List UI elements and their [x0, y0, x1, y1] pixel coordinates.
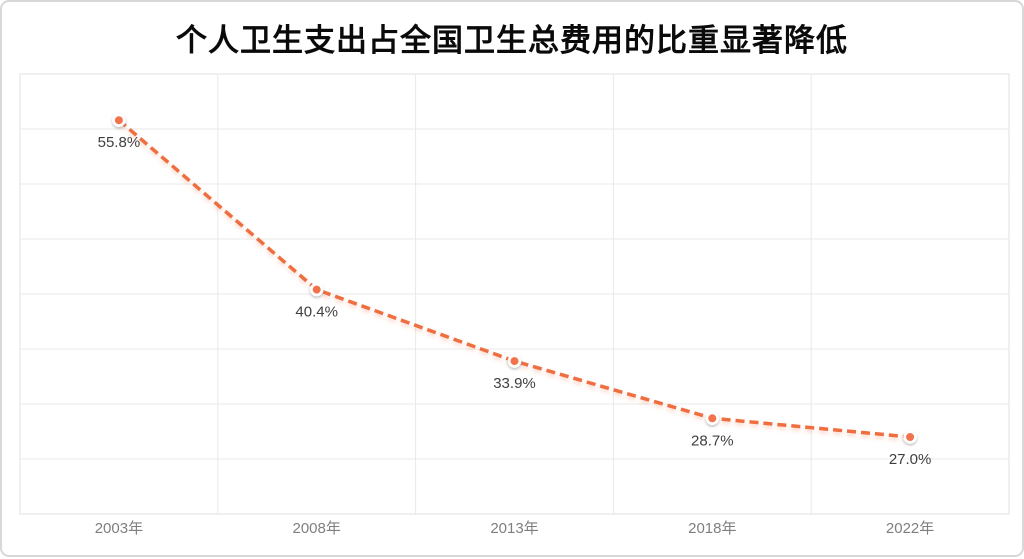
x-axis-label: 2022年	[886, 520, 934, 537]
data-label: 28.7%	[691, 432, 734, 449]
data-label: 27.0%	[889, 451, 932, 468]
data-point-marker	[705, 411, 720, 426]
data-point-marker	[309, 282, 324, 297]
data-point-marker	[112, 113, 126, 127]
data-label: 40.4%	[295, 304, 338, 321]
data-point-marker	[507, 354, 522, 368]
x-axis-label: 2018年	[688, 520, 736, 537]
data-point-marker	[903, 430, 917, 444]
data-label: 33.9%	[493, 375, 536, 392]
x-axis-label: 2013年	[490, 520, 538, 537]
data-label: 55.8%	[98, 134, 141, 151]
chart-title: 个人卫生支出占全国卫生总费用的比重显著降低	[176, 23, 848, 58]
x-axis-label: 2008年	[293, 520, 341, 537]
x-axis-label: 2003年	[95, 520, 143, 537]
